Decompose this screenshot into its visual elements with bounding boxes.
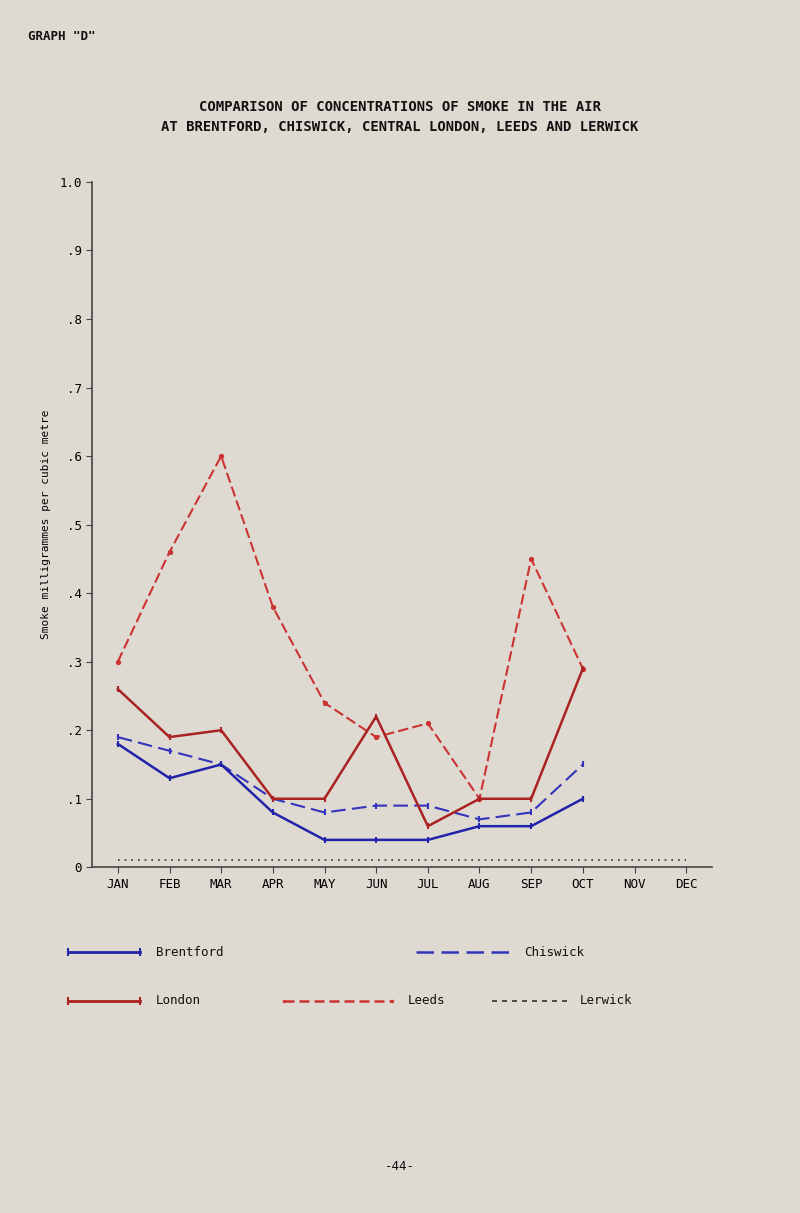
Text: Brentford: Brentford (156, 946, 223, 958)
Text: GRAPH "D": GRAPH "D" (28, 30, 95, 44)
Text: AT BRENTFORD, CHISWICK, CENTRAL LONDON, LEEDS AND LERWICK: AT BRENTFORD, CHISWICK, CENTRAL LONDON, … (162, 120, 638, 135)
Text: London: London (156, 995, 201, 1007)
Text: Lerwick: Lerwick (580, 995, 633, 1007)
Text: Chiswick: Chiswick (524, 946, 584, 958)
Text: COMPARISON OF CONCENTRATIONS OF SMOKE IN THE AIR: COMPARISON OF CONCENTRATIONS OF SMOKE IN… (199, 99, 601, 114)
Y-axis label: Smoke milligrammes per cubic metre: Smoke milligrammes per cubic metre (41, 410, 50, 639)
Text: -44-: -44- (385, 1161, 415, 1173)
Text: Leeds: Leeds (408, 995, 446, 1007)
